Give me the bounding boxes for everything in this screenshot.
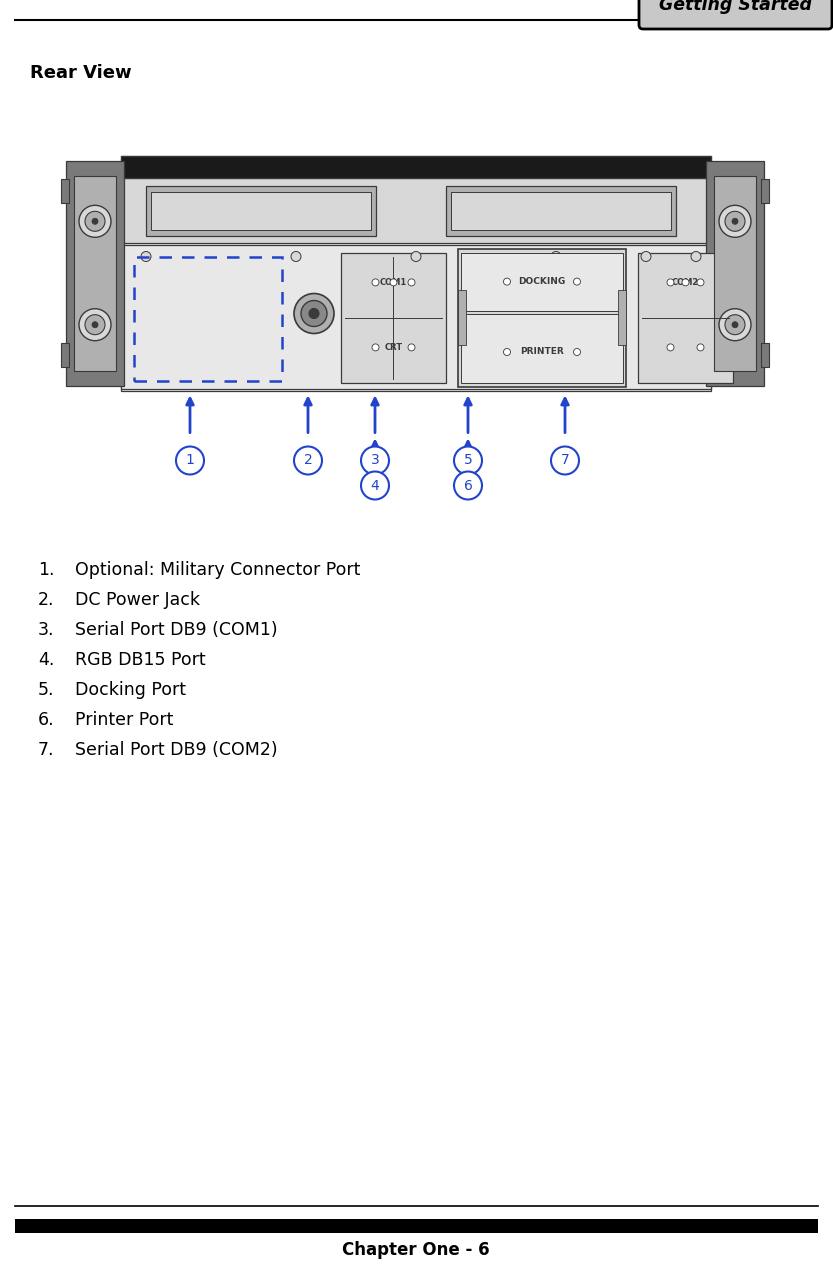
Circle shape [667,279,674,286]
Circle shape [92,322,98,327]
Circle shape [725,211,745,231]
Text: PRINTER: PRINTER [520,348,564,357]
Text: Serial Port DB9 (COM2): Serial Port DB9 (COM2) [75,741,277,759]
Bar [706,161,764,386]
Circle shape [92,219,98,225]
Text: 5: 5 [464,454,472,468]
Circle shape [372,344,379,351]
Circle shape [411,252,421,262]
Bar [121,156,711,391]
Text: 6: 6 [463,478,472,492]
Text: 7: 7 [561,454,570,468]
Circle shape [697,344,704,351]
Circle shape [361,472,389,500]
Text: Printer Port: Printer Port [75,711,173,728]
Circle shape [141,252,151,262]
Circle shape [291,252,301,262]
Circle shape [372,279,379,286]
Circle shape [719,309,751,341]
Circle shape [503,279,511,285]
Bar [461,313,623,382]
Text: RGB DB15 Port: RGB DB15 Port [75,651,206,668]
Text: DC Power Jack: DC Power Jack [75,590,200,610]
Circle shape [697,279,704,286]
Circle shape [85,314,105,335]
Circle shape [551,446,579,474]
Bar [151,192,371,230]
Text: 6.: 6. [38,711,55,728]
Bar [15,1219,818,1233]
Bar [146,185,376,235]
Circle shape [503,349,511,355]
Bar [761,344,769,367]
Circle shape [85,211,105,231]
Circle shape [294,446,322,474]
Text: COM2: COM2 [672,277,699,286]
Bar [61,179,69,203]
Text: DOCKING: DOCKING [518,277,566,286]
Circle shape [454,446,482,474]
Text: 4: 4 [371,478,379,492]
Text: Docking Port: Docking Port [75,681,186,699]
Circle shape [408,344,415,351]
Bar [121,178,711,243]
Circle shape [79,206,111,238]
Text: 7.: 7. [38,741,54,759]
Bar [134,257,282,381]
Text: 3.: 3. [38,621,54,639]
Text: Rear View: Rear View [30,64,132,82]
Bar [61,344,69,367]
Circle shape [176,446,204,474]
FancyBboxPatch shape [639,0,832,29]
Bar [458,290,466,345]
Bar [121,244,711,389]
Bar [461,253,623,311]
Bar [446,185,676,235]
Text: 2.: 2. [38,590,54,610]
Circle shape [641,252,651,262]
Text: COM1: COM1 [380,277,407,286]
Circle shape [551,252,561,262]
Circle shape [79,309,111,341]
Text: Optional: Military Connector Port: Optional: Military Connector Port [75,561,361,579]
Circle shape [361,446,389,474]
Bar [74,175,116,371]
Circle shape [408,279,415,286]
Circle shape [573,349,581,355]
Circle shape [732,219,738,225]
Bar [458,248,626,386]
Text: Getting Started: Getting Started [659,0,812,14]
Bar [638,253,733,382]
Circle shape [301,300,327,326]
Circle shape [309,308,319,318]
Circle shape [573,279,581,285]
Text: 5.: 5. [38,681,54,699]
Circle shape [294,294,334,334]
Bar [66,161,124,386]
Text: 1: 1 [186,454,194,468]
Bar [761,179,769,203]
Text: 1.: 1. [38,561,54,579]
Bar [714,175,756,371]
Circle shape [667,344,674,351]
Circle shape [732,322,738,327]
Circle shape [390,279,397,286]
Bar [618,290,626,345]
Circle shape [719,206,751,238]
Text: 2: 2 [303,454,312,468]
Text: Serial Port DB9 (COM1): Serial Port DB9 (COM1) [75,621,277,639]
Circle shape [454,472,482,500]
Text: Chapter One - 6: Chapter One - 6 [342,1241,490,1259]
Circle shape [682,279,689,286]
Circle shape [725,314,745,335]
Bar [451,192,671,230]
Text: 3: 3 [371,454,379,468]
Text: CRT: CRT [385,343,402,351]
Text: 4.: 4. [38,651,54,668]
Bar [341,253,446,382]
Circle shape [691,252,701,262]
Bar [121,156,711,178]
